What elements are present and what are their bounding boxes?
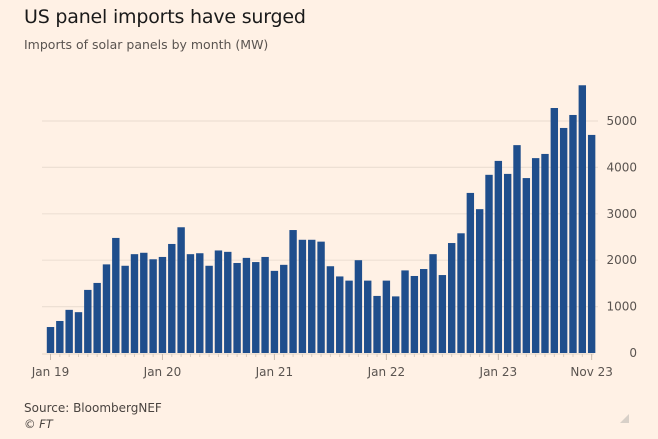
bar [559, 127, 568, 354]
bar [541, 153, 549, 353]
bar [513, 145, 521, 353]
resize-grip-icon[interactable] [620, 414, 629, 423]
bar [494, 160, 503, 353]
bar [177, 227, 185, 353]
bar [186, 254, 195, 353]
bar [392, 296, 400, 353]
x-tick-label: Jan 20 [143, 365, 182, 379]
bar [308, 239, 316, 353]
bar [429, 254, 437, 353]
bar [317, 241, 325, 353]
bar [168, 243, 176, 353]
source-note: Source: BloombergNEF [24, 401, 162, 415]
bar [485, 174, 493, 353]
bar [401, 270, 409, 353]
bar [466, 192, 475, 353]
bar [298, 239, 307, 353]
y-tick-label: 2000 [606, 253, 637, 267]
bar [112, 237, 120, 353]
bar [65, 309, 73, 353]
bar [93, 282, 101, 353]
bar [56, 320, 64, 353]
bar [140, 252, 148, 353]
bar [74, 312, 83, 353]
bar [84, 289, 92, 353]
bar [373, 295, 381, 353]
y-tick-label: 3000 [606, 207, 637, 221]
bar [121, 265, 129, 353]
bar [475, 209, 484, 353]
bars [46, 85, 596, 354]
y-tick-label: 1000 [606, 300, 637, 314]
bar [550, 108, 559, 353]
bar [410, 275, 419, 353]
bar [438, 275, 447, 353]
bar [336, 276, 344, 353]
bar [326, 266, 335, 353]
bar [130, 254, 139, 353]
chart-title: US panel imports have surged [24, 6, 306, 28]
x-tick-label: Jan 22 [367, 365, 406, 379]
bar [457, 233, 465, 353]
bar [587, 134, 596, 353]
y-tick-label: 0 [629, 346, 637, 360]
x-tick-label: Jan 23 [479, 365, 518, 379]
bar [102, 264, 111, 353]
bar [205, 265, 213, 353]
x-tick-label: Jan 21 [255, 365, 294, 379]
bar [196, 253, 204, 353]
bar [354, 260, 363, 353]
bar [289, 230, 297, 353]
y-tick-label: 4000 [606, 160, 637, 174]
bar [158, 256, 167, 353]
bar [242, 257, 251, 353]
bar [522, 178, 531, 353]
bar [261, 256, 269, 353]
y-axis: 0 1000 2000 3000 4000 5000 [606, 114, 637, 360]
bar [233, 262, 241, 353]
bar [447, 243, 456, 353]
bar [503, 173, 512, 353]
bar [382, 280, 391, 353]
bar [46, 327, 55, 353]
x-tick-label: Nov 23 [570, 365, 613, 379]
bar [345, 280, 353, 353]
x-axis: Jan 19 Jan 20 Jan 21 Jan 22 Jan 23 Nov 23 [31, 353, 613, 379]
bar [252, 262, 260, 353]
bar [149, 259, 157, 353]
y-tick-label: 5000 [606, 114, 637, 128]
copyright-note: © FT [24, 417, 53, 431]
bar [569, 114, 577, 353]
bar [531, 158, 540, 353]
bar [280, 264, 288, 353]
bar [224, 251, 232, 353]
bar [270, 270, 279, 353]
bar [214, 250, 223, 353]
x-tick-label: Jan 19 [31, 365, 70, 379]
bar [420, 269, 428, 353]
chart-subtitle: Imports of solar panels by month (MW) [24, 37, 269, 52]
bar [578, 85, 587, 354]
bar [364, 280, 372, 353]
